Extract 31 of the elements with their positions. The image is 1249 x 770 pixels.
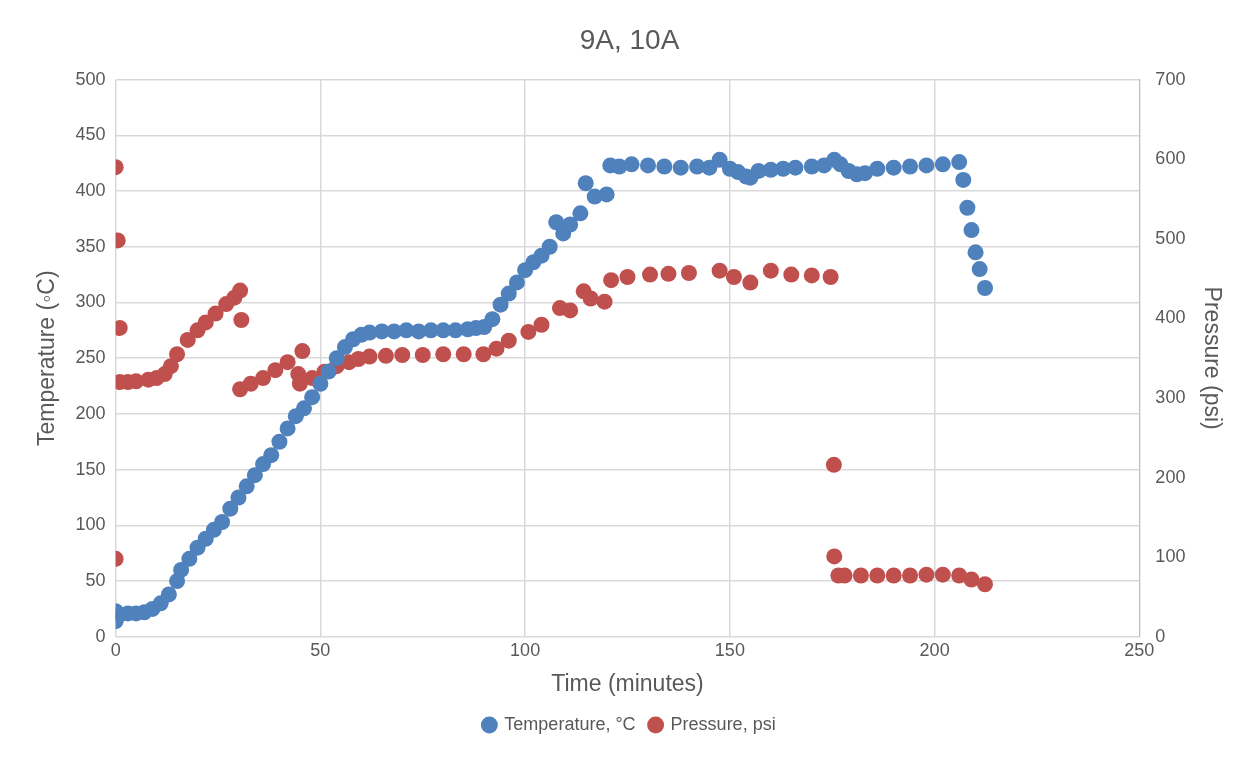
y2-tick-label: 400 — [1155, 307, 1186, 328]
y-tick-label: 400 — [75, 180, 106, 201]
x-tick-label: 250 — [1124, 639, 1155, 660]
y-tick-label: 200 — [75, 402, 106, 423]
y2-tick-label: 0 — [1155, 625, 1166, 646]
y-tick-label: 0 — [95, 625, 106, 646]
y2-tick-label: 100 — [1155, 546, 1186, 567]
legend-label: Pressure, psi — [670, 713, 776, 734]
y2-tick-label: 700 — [1155, 68, 1186, 89]
y-tick-label: 50 — [85, 570, 106, 591]
y-tick-label: 250 — [75, 347, 106, 368]
x-axis-title: Time (minutes) — [551, 669, 704, 696]
y-axis-title: Temperature (◦C) — [33, 270, 60, 446]
x-tick-label: 150 — [714, 639, 745, 660]
chart-title: 9A, 10A — [579, 23, 680, 55]
x-tick-label: 0 — [110, 639, 121, 660]
y-tick-label: 350 — [75, 235, 106, 256]
y2-tick-label: 200 — [1155, 466, 1186, 487]
y-tick-label: 500 — [75, 68, 106, 89]
y-tick-label: 450 — [75, 124, 106, 145]
y-tick-label: 150 — [75, 458, 106, 479]
x-tick-label: 200 — [919, 639, 950, 660]
y2-tick-label: 300 — [1155, 386, 1186, 407]
y2-tick-label: 600 — [1155, 148, 1186, 169]
x-tick-label: 100 — [510, 639, 541, 660]
y2-tick-label: 500 — [1155, 227, 1186, 248]
y-tick-label: 300 — [75, 291, 106, 312]
legend-label: Temperature, °C — [504, 713, 636, 734]
y-tick-label: 100 — [75, 514, 106, 535]
x-tick-label: 50 — [310, 639, 331, 660]
y2-axis-title: Pressure (psi) — [1199, 286, 1226, 430]
